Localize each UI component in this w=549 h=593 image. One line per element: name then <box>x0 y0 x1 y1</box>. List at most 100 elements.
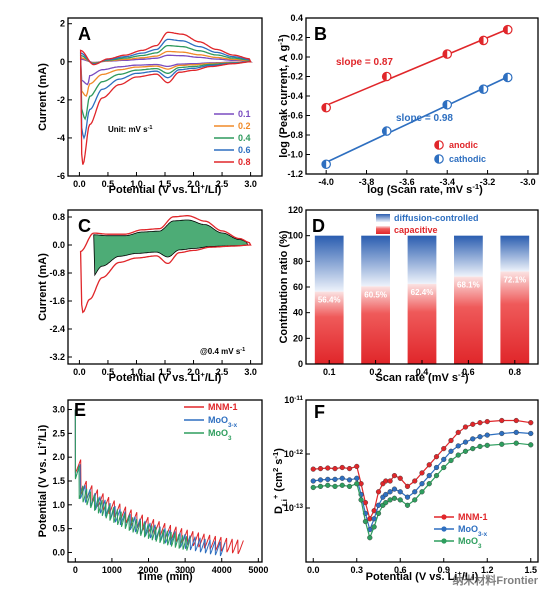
data-point-MoO3-x <box>433 464 440 471</box>
data-point-MNM-1 <box>404 483 411 490</box>
data-point-MNM-1 <box>358 481 364 487</box>
data-point-MoO3-x <box>412 489 418 495</box>
data-point-MNM-1 <box>470 421 476 427</box>
data-point-MoO3 <box>325 482 331 488</box>
data-point-MoO3-x <box>455 443 461 449</box>
data-point-MNM-1 <box>448 437 454 444</box>
y-tick-label: 0.0 <box>52 547 65 557</box>
x-axis-title: log (Scan rate, mV s-1) <box>367 182 483 197</box>
x-tick-label: 1.2 <box>481 565 494 575</box>
x-tick-label: 0.0 <box>73 179 86 189</box>
data-point-MoO3 <box>412 497 418 503</box>
y-tick-label: 20 <box>293 333 303 343</box>
legend-marker-anodic-fill <box>434 140 439 150</box>
panel-label: D <box>312 216 325 236</box>
y-tick-label: 0.4 <box>290 13 303 23</box>
data-point-MoO3 <box>375 510 382 517</box>
slope-label-cathodic: slope = 0.98 <box>396 113 453 124</box>
x-tick-label: 2.0 <box>187 179 200 189</box>
x-tick-label: 2.0 <box>187 367 200 377</box>
panel-f-diffusion-coefficient: 0.0 0.3 0.6 0.9 1.2 1.5 10-13 10-12 10-11 F MNM-1 M… <box>271 395 539 583</box>
data-point-MNM-1 <box>375 489 382 495</box>
data-point-cathodic-fill <box>382 126 387 136</box>
data-point-anodic-fill <box>479 36 484 45</box>
y-axis-title: Contribution ratio (%) <box>278 230 290 343</box>
legend-label-0.2: 0.2 <box>238 121 251 131</box>
x-tick-label: 1.0 <box>130 179 143 189</box>
data-point-MoO3 <box>448 457 454 464</box>
data-point-anodic-fill <box>443 49 448 59</box>
data-point-MNM-1 <box>426 462 432 468</box>
data-point-MoO3-x <box>426 473 432 479</box>
legend-label-MoO3: MoO3 <box>208 428 232 442</box>
legend-label-capacitive: capacitive <box>394 225 438 235</box>
panel-d-contribution-ratio-bars: 56.4% 0.1 60.5% 0.2 62.4% 0.4 68.1% 0.6 72.1% 0.8… <box>278 205 539 384</box>
y-tick-label: 100 <box>288 231 303 241</box>
data-point-MoO3-x <box>346 477 353 483</box>
data-point-MoO3-x <box>332 476 338 482</box>
slope-label-anodic: slope = 0.87 <box>336 57 393 68</box>
x-tick-label: 1000 <box>102 565 122 575</box>
diffusion-curve-MoO3-x <box>313 431 531 532</box>
plot-frame <box>305 399 539 563</box>
y-tick-label: 10-11 <box>284 395 303 406</box>
x-tick-label: -3.0 <box>520 177 536 187</box>
y-tick-label: 10-13 <box>284 503 304 514</box>
x-tick-label: 0.6 <box>394 565 407 575</box>
data-point-MoO3 <box>441 464 447 471</box>
x-tick-label: 2000 <box>139 565 159 575</box>
data-point-MNM-1 <box>419 470 425 476</box>
data-point-MNM-1 <box>325 465 331 471</box>
y-tick-label: -0.8 <box>287 130 303 140</box>
bar-value-label: 62.4% <box>411 288 434 297</box>
y-tick-label: 120 <box>288 205 303 215</box>
data-point-MNM-1 <box>339 464 345 471</box>
data-point-MNM-1 <box>499 417 505 424</box>
data-point-MNM-1 <box>528 420 534 426</box>
data-point-MoO3-x <box>419 481 425 487</box>
data-point-MNM-1 <box>332 465 338 472</box>
x-tick-label: 0.3 <box>350 565 363 575</box>
data-point-MoO3 <box>499 441 505 447</box>
data-point-anodic-fill <box>321 103 327 112</box>
cv-curve-0.8 <box>79 31 252 165</box>
data-point-MNM-1 <box>310 466 316 472</box>
data-point-MoO3 <box>433 473 440 479</box>
y-axis-title: log (Peak current, A g-1) <box>276 34 291 158</box>
x-tick-label: 0.9 <box>437 565 450 575</box>
y-tick-label: -4 <box>57 133 65 143</box>
bar-capacitive-0.4 <box>407 283 437 364</box>
data-point-MoO3 <box>477 443 483 450</box>
data-point-MoO3 <box>391 495 398 501</box>
cv-outline <box>79 215 252 314</box>
data-point-MoO3-x <box>470 436 476 442</box>
x-tick-label: -3.6 <box>399 177 415 187</box>
data-point-MNM-1 <box>317 465 324 472</box>
legend-swatch-capacitive <box>376 226 390 234</box>
bar-capacitive-0.8 <box>500 271 530 364</box>
data-point-MoO3-x <box>448 448 454 454</box>
data-point-cathodic-fill <box>479 84 484 94</box>
y-tick-label: 60 <box>293 282 303 292</box>
data-point-MoO3 <box>419 489 425 495</box>
bar-value-label: 60.5% <box>364 290 387 299</box>
cv-curve-0.6 <box>79 38 252 140</box>
x-tick-label: 0.0 <box>307 565 320 575</box>
data-point-cathodic-fill <box>443 100 448 109</box>
y-tick-label: 0.2 <box>290 33 303 43</box>
data-point-MoO3 <box>362 518 369 525</box>
y-tick-label: -3.2 <box>49 352 65 362</box>
x-tick-label: 5000 <box>248 565 268 575</box>
data-point-MNM-1 <box>387 478 393 484</box>
y-tick-label: 2 <box>60 19 65 29</box>
data-point-MoO3 <box>397 497 403 503</box>
y-tick-label: -1.2 <box>287 169 303 179</box>
data-point-MoO3-x <box>441 456 447 463</box>
data-point-MoO3 <box>404 502 411 508</box>
data-point-MoO3-x <box>528 430 534 437</box>
gitt-curve-MoO3 <box>74 409 191 551</box>
y-tick-label: 0.0 <box>52 240 65 250</box>
data-point-MoO3 <box>470 446 476 452</box>
data-point-MNM-1 <box>462 424 469 430</box>
